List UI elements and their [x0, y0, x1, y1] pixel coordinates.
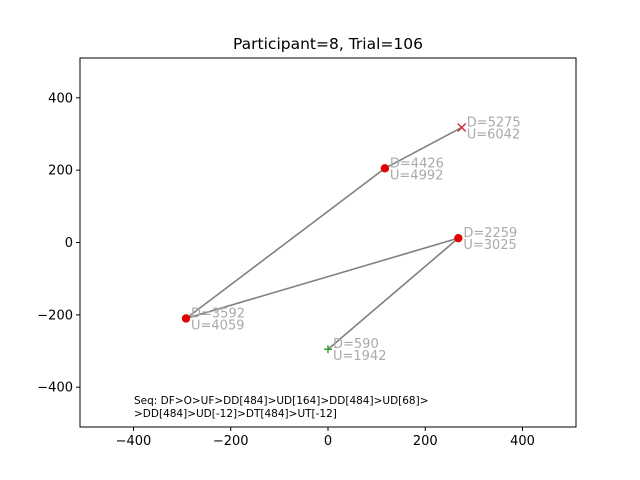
- axis-layer: −400 −200 0 200 400 −400 −200 0 200 400: [37, 91, 535, 449]
- point-label-5-u: U=6042: [467, 127, 520, 142]
- path-segment-2: [185, 237, 459, 320]
- point-label-4-u: U=4992: [390, 168, 444, 183]
- start-marker: [324, 345, 332, 354]
- point-marker-4: [380, 164, 390, 173]
- point-label-3-d: D=3592: [191, 306, 245, 321]
- point-label-5-d: D=5275: [467, 115, 521, 130]
- x-tick-label-3: 200: [413, 434, 438, 449]
- y-tick-label-2: 0: [65, 236, 73, 251]
- y-tick-label-0: −400: [37, 381, 73, 396]
- y-tick-label-4: 400: [48, 91, 73, 106]
- x-tick-label-2: 0: [324, 434, 332, 449]
- point-label-4-d: D=4426: [390, 156, 444, 171]
- point-marker-3: [181, 314, 191, 323]
- chart-title: Participant=8, Trial=106: [233, 35, 423, 53]
- y-tick-label-1: −200: [37, 308, 73, 323]
- sequence-annotation-line-2: >DD[484]>UD[-12]>DT[484]>UT[-12]: [134, 408, 337, 420]
- point-label-2-u: U=3025: [463, 238, 516, 253]
- x-tick-label-4: 400: [510, 434, 535, 449]
- point-marker-2: [454, 233, 463, 243]
- path-segment-3: [185, 167, 386, 320]
- x-tick-label-0: −400: [116, 434, 152, 449]
- point-label-2-d: D=2259: [463, 226, 517, 241]
- point-label-1-d: D=590: [333, 337, 379, 352]
- y-tick-label-3: 200: [48, 164, 73, 179]
- path-segment-1: [327, 237, 459, 350]
- point-label-1-u: U=1942: [333, 349, 387, 364]
- path-segment-4: [384, 126, 463, 170]
- x-tick-label-1: −200: [213, 434, 249, 449]
- sequence-annotation-line-1: Seq: DF>O>UF>DD[484]>UD[164]>DD[484]>UD[…: [134, 395, 429, 407]
- point-label-3-u: U=4059: [191, 318, 245, 333]
- end-marker: [457, 122, 467, 132]
